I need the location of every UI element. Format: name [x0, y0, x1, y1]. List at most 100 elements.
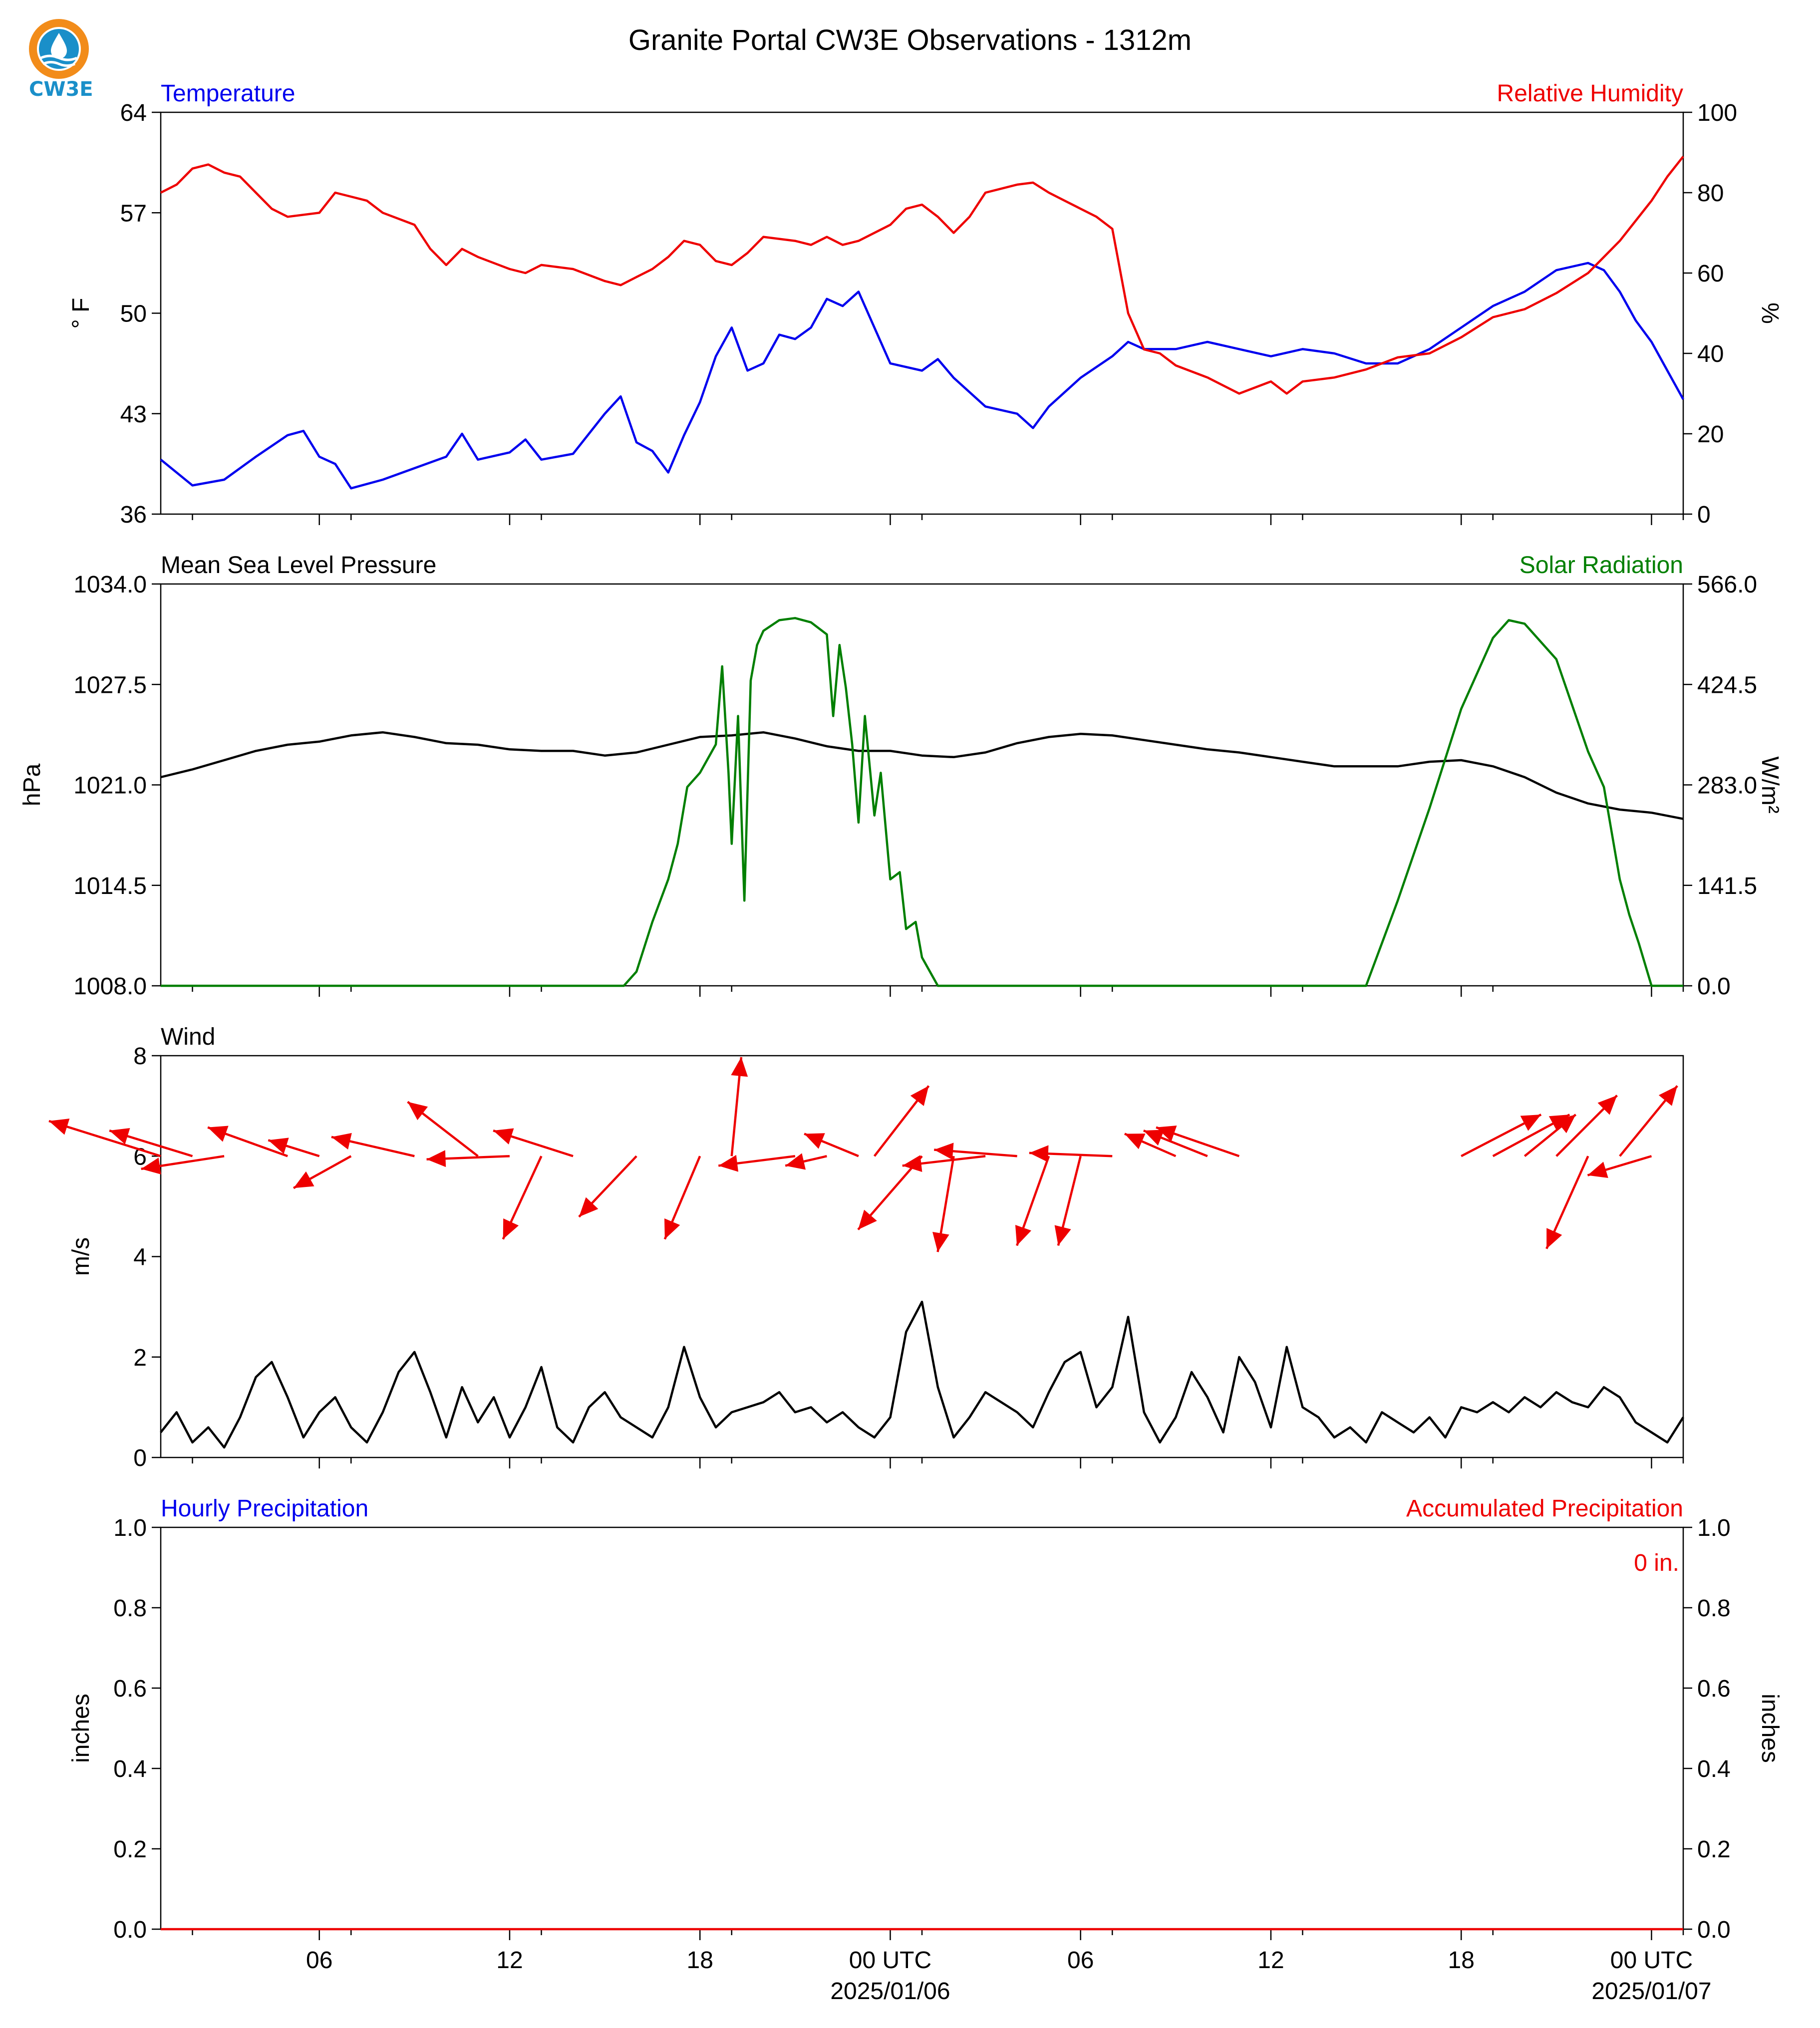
- ytick-label-right: 141.5: [1697, 873, 1757, 899]
- series-line-1: [160, 262, 1684, 490]
- plot-frame: [160, 583, 1684, 987]
- wind-arrow-head: [858, 1209, 877, 1230]
- panel-title-right: Solar Radiation: [1519, 552, 1683, 579]
- wind-arrow-head: [718, 1155, 739, 1172]
- ytick-label-right: 0.2: [1697, 1836, 1731, 1863]
- ytick-label-left: 1021.0: [73, 773, 147, 799]
- ytick-label-left: 64: [120, 100, 147, 126]
- ytick-label-right: 0.6: [1697, 1676, 1731, 1702]
- panel-title-right: Relative Humidity: [1497, 80, 1683, 107]
- ylabel-left: m/s: [68, 1237, 94, 1276]
- wind-arrow-head: [1156, 1126, 1177, 1142]
- ytick-label-left: 1008.0: [73, 973, 147, 1000]
- panel-title-left: Hourly Precipitation: [161, 1495, 368, 1522]
- ytick-label-left: 0.4: [113, 1756, 147, 1782]
- wind-arrow-head: [579, 1197, 599, 1217]
- wind-arrow-head: [1520, 1115, 1541, 1131]
- ytick-label-left: 36: [120, 502, 147, 528]
- panel-title-right: Accumulated Precipitation: [1406, 1495, 1683, 1522]
- wind-arrow-head: [1054, 1225, 1071, 1246]
- wind-arrow-head: [1658, 1086, 1678, 1106]
- panel-title-left: Wind: [161, 1024, 215, 1050]
- ytick-label-right: 100: [1697, 100, 1737, 126]
- wind-arrow-head: [664, 1218, 680, 1239]
- panel-4: Hourly Precipitation Accumulated Precipit…: [68, 1495, 1783, 1943]
- ytick-label-right: 566.0: [1697, 572, 1757, 598]
- wind-arrow-head: [1587, 1161, 1608, 1178]
- wind-arrows: [48, 1057, 1678, 1252]
- wind-arrow-head: [1029, 1145, 1049, 1162]
- xtick-label: 18: [1448, 1947, 1475, 1974]
- ytick-label-right: 0.4: [1697, 1756, 1731, 1782]
- ytick-label-left: 1027.5: [73, 672, 147, 698]
- ytick-label-right: 283.0: [1697, 773, 1757, 799]
- wind-arrow-head: [49, 1119, 70, 1135]
- ylabel-left: hPa: [19, 763, 45, 806]
- wind-arrow-head: [932, 1231, 949, 1252]
- ytick-label-left: 57: [120, 200, 147, 227]
- wind-arrow-head: [407, 1102, 428, 1121]
- wind-arrow-head: [208, 1126, 229, 1142]
- ytick-label-left: 1.0: [113, 1515, 147, 1541]
- wind-arrow-head: [268, 1138, 289, 1154]
- ytick-label-right: 0.8: [1697, 1595, 1731, 1622]
- wind-arrow-head: [109, 1128, 130, 1145]
- panel-title-left: Mean Sea Level Pressure: [161, 552, 436, 579]
- xtick-label: 00 UTC: [1610, 1947, 1693, 1974]
- cw3e-logo: CW3E: [29, 19, 93, 101]
- ytick-label-left: 0.6: [113, 1676, 147, 1702]
- ylabel-left: inches: [68, 1694, 94, 1763]
- ylabel-left: ° F: [68, 298, 94, 329]
- wind-arrow-head: [934, 1143, 954, 1160]
- ytick-label-left: 0.2: [113, 1836, 147, 1863]
- panel-1: Temperature Relative Humidity 36 43 50 57 64 0 2…: [68, 80, 1783, 528]
- ytick-label-left: 1034.0: [73, 572, 147, 598]
- ytick-label-right: 0.0: [1697, 1917, 1731, 1943]
- series-line-1: [160, 731, 1684, 820]
- logo-text: CW3E: [29, 78, 93, 101]
- xtick-label: 12: [496, 1947, 523, 1974]
- wind-arrow-head: [1124, 1134, 1146, 1150]
- wind-arrow-head: [804, 1133, 825, 1149]
- xtick-date-label: 2025/01/06: [830, 1978, 950, 2005]
- wind-arrow-head: [503, 1218, 519, 1239]
- wind-arrow-head: [902, 1155, 922, 1172]
- ytick-label-right: 40: [1697, 341, 1724, 367]
- ytick-label-left: 0: [133, 1445, 147, 1471]
- xtick-label: 06: [1067, 1947, 1094, 1974]
- plot-frame: [160, 111, 1684, 515]
- wind-arrow-head: [1546, 1228, 1562, 1249]
- ytick-label-left: 2: [133, 1345, 147, 1371]
- wind-arrow-head: [731, 1057, 748, 1077]
- ylabel-right: W/m²: [1757, 756, 1783, 814]
- wind-arrow-head: [426, 1150, 446, 1167]
- ylabel-right: inches: [1757, 1694, 1783, 1763]
- wind-arrow-head: [1143, 1130, 1165, 1146]
- cw3e-logo-icon: [29, 19, 89, 79]
- wind-arrow-head: [785, 1153, 806, 1170]
- xtick-label: 00 UTC: [849, 1947, 931, 1974]
- ytick-label-right: 60: [1697, 261, 1724, 287]
- ytick-label-right: 0: [1697, 502, 1711, 528]
- wind-arrow-head: [493, 1128, 514, 1145]
- ytick-label-right: 80: [1697, 180, 1724, 207]
- ytick-label-left: 0.0: [113, 1917, 147, 1943]
- wind-arrow-head: [294, 1171, 314, 1188]
- ytick-label-left: 1014.5: [73, 873, 147, 899]
- ylabel-right: %: [1757, 302, 1783, 324]
- wind-arrow-head: [141, 1158, 161, 1174]
- xtick-label: 18: [687, 1947, 713, 1974]
- xtick-label: 06: [306, 1947, 332, 1974]
- ytick-label-left: 43: [120, 401, 147, 428]
- panels: Temperature Relative Humidity 36 43 50 57 64 0 2…: [19, 80, 1783, 2005]
- ytick-label-right: 1.0: [1697, 1515, 1731, 1541]
- wind-arrow-head: [1555, 1115, 1576, 1134]
- ytick-label-right: 424.5: [1697, 672, 1757, 698]
- wind-arrow-head: [331, 1133, 352, 1150]
- accumulated-total-label: 0 in.: [1634, 1550, 1679, 1576]
- ytick-label-left: 0.8: [113, 1595, 147, 1622]
- series-line-1: [160, 1300, 1684, 1449]
- wind-arrow-head: [1015, 1224, 1031, 1246]
